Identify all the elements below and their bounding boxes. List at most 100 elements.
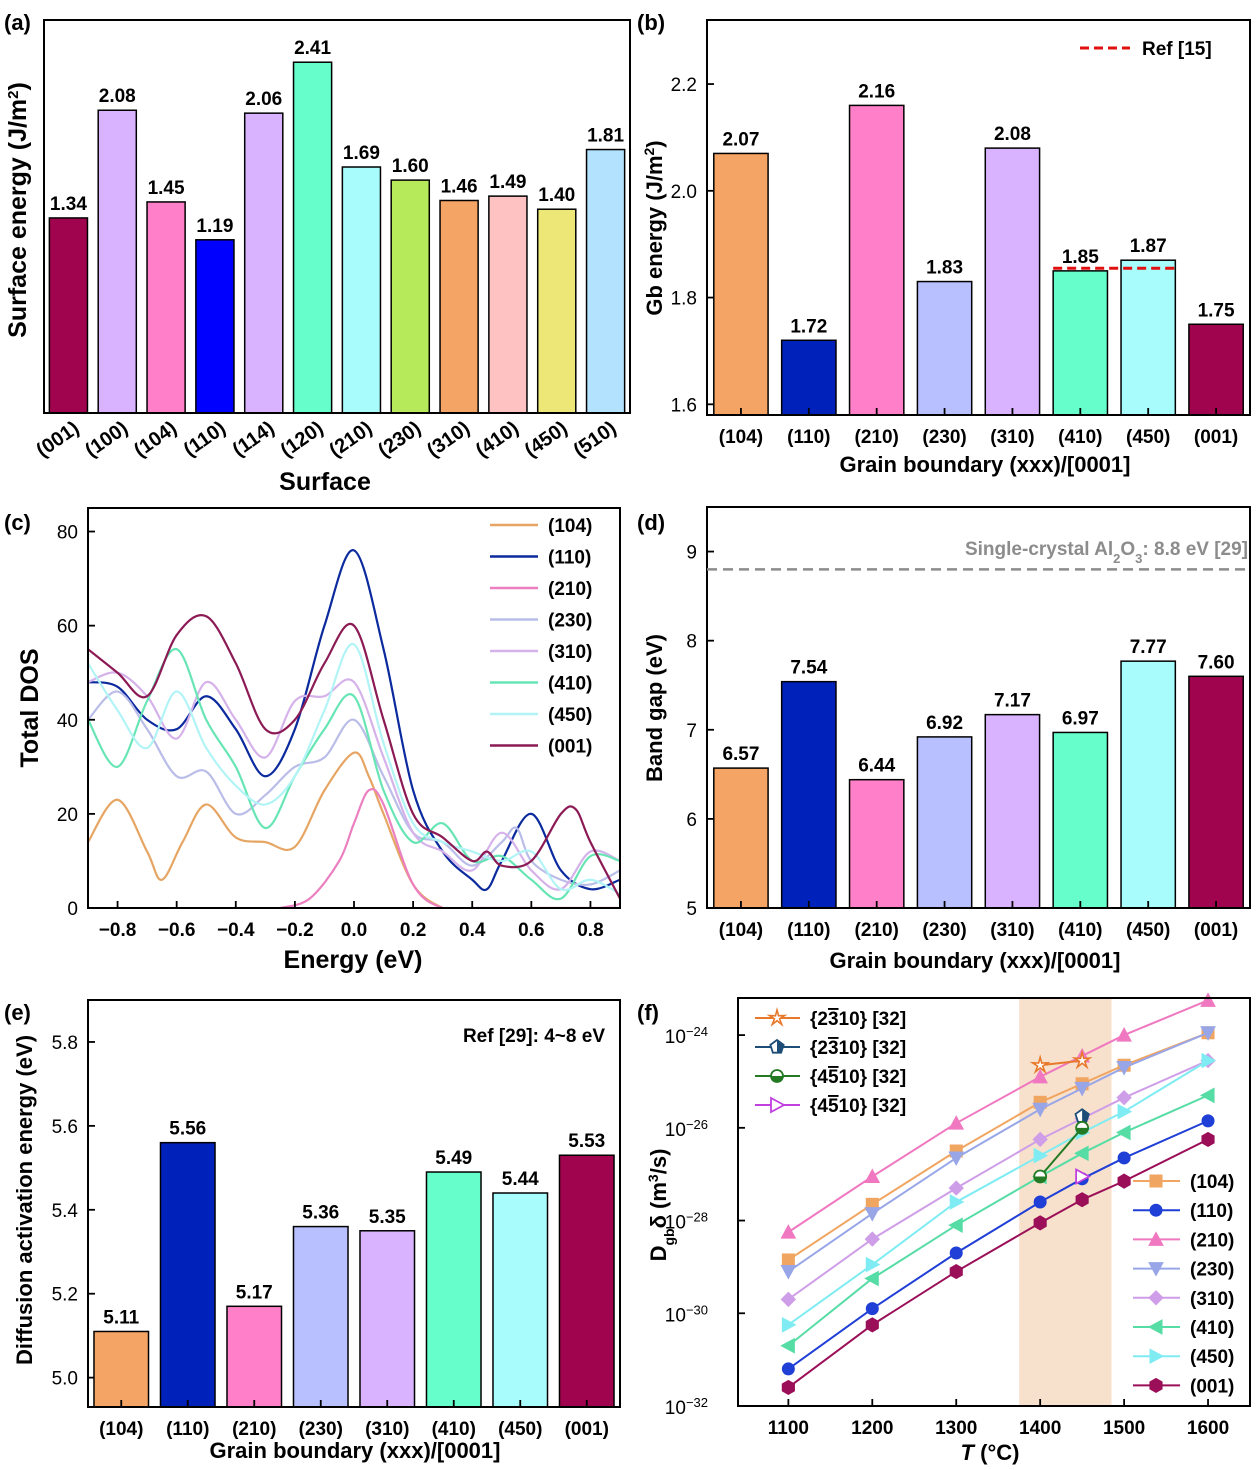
y-tick-label: 10−28 (665, 1209, 708, 1234)
x-axis-title: Energy (eV) (284, 946, 423, 974)
bar-(230) (390, 179, 431, 414)
x-tick-label: (104) (719, 920, 763, 941)
text-part: 3 (828, 1038, 839, 1059)
y-tick-label: 10−26 (665, 1116, 708, 1141)
bar-value-label: 1.19 (196, 216, 233, 237)
legend-label: {4510} [32] (810, 1067, 906, 1088)
text-part: 10 (665, 1213, 686, 1234)
plot-frame (706, 506, 1251, 909)
y-tick-label: 10−32 (665, 1395, 708, 1420)
y-tick-label: 2.0 (671, 182, 697, 203)
reference-point-fill (1082, 1109, 1090, 1123)
bar-(410) (488, 195, 528, 414)
data-point-(210) (864, 1168, 881, 1183)
data-point-(230) (780, 1265, 797, 1280)
y-axis-title: Dgbδ (m3/s) (645, 1149, 677, 1262)
data-point-(410) (1074, 1145, 1089, 1162)
x-tick-label: (001) (565, 1419, 609, 1440)
bar-value-label: 1.40 (538, 185, 575, 206)
bar-(210) (226, 1305, 283, 1408)
data-point-(001) (1117, 1173, 1131, 1189)
dos-curve-(210) (279, 787, 620, 908)
y-tick-label: 6 (686, 810, 697, 831)
bar-(510) (585, 148, 626, 414)
bar-(410) (425, 1171, 482, 1408)
x-tick-label: (230) (922, 427, 966, 448)
bar-(230) (916, 280, 973, 416)
text-part: Surface energy (J/m (4, 99, 32, 338)
legend-marker (766, 1006, 788, 1027)
x-tick-label: (104) (719, 427, 763, 448)
bar-(110) (195, 239, 235, 414)
dos-curve-(104) (88, 751, 458, 908)
bar-(110) (159, 1141, 216, 1408)
bar-(120) (292, 61, 333, 414)
text-part: 10 (665, 1027, 686, 1048)
legend-marker-(104) (1149, 1174, 1163, 1188)
data-point-(210) (1200, 992, 1216, 1007)
data-point-(450) (1117, 1103, 1133, 1120)
legend-label: (210) (1190, 1230, 1234, 1251)
bar-value-label: 1.69 (343, 143, 380, 164)
bar-(410) (1052, 731, 1109, 909)
data-point-(450) (865, 1256, 881, 1273)
x-tick-label: 1300 (935, 1418, 977, 1439)
bar-value-label: 1.72 (790, 316, 827, 337)
x-tick-label: (450) (1126, 427, 1170, 448)
text-part: 2 (1113, 551, 1120, 566)
bar-(210) (848, 104, 905, 416)
bar-(210) (341, 166, 382, 414)
y-axis-title: Gb energy (J/m2) (641, 140, 667, 315)
x-tick-label: (410) (1058, 920, 1102, 941)
x-tick-label: (104) (99, 1419, 143, 1440)
x-tick-label: (310) (990, 920, 1034, 941)
bar-value-label: 2.41 (294, 38, 331, 59)
data-point-(001) (1201, 1131, 1215, 1147)
x-tick-label: (310) (990, 427, 1034, 448)
y-tick-label: 1.6 (671, 395, 697, 416)
dos-curve-(450) (88, 643, 620, 895)
x-tick-label: 0.6 (518, 920, 544, 941)
legend-label: {4510} [32] (810, 1096, 906, 1117)
x-axis-title: T (°C) (961, 1440, 1020, 1465)
bar-(104) (146, 201, 186, 414)
bar-value-label: 5.35 (369, 1207, 406, 1228)
text-part: 10} [32] (839, 1067, 907, 1088)
data-point-(450) (1201, 1052, 1217, 1069)
legend-marker-(410) (1147, 1319, 1163, 1335)
x-tick-label: (310) (423, 417, 474, 462)
data-point-(210) (1116, 1027, 1132, 1042)
bar-(310) (359, 1230, 416, 1408)
x-tick-label: (210) (232, 1419, 276, 1440)
bar-(450) (492, 1192, 549, 1408)
x-tick-label: (230) (299, 1419, 343, 1440)
legend-label: (450) (548, 705, 592, 726)
legend-label: (001) (548, 737, 592, 758)
bar-value-label: 5.44 (502, 1169, 539, 1190)
bar-(100) (97, 109, 138, 414)
text-part: −28 (686, 1209, 708, 1224)
bar-(310) (984, 147, 1041, 416)
text-part: ) (642, 140, 667, 147)
legend-marker-(310) (1148, 1290, 1164, 1306)
legend-ref-label: Ref [15] (1142, 39, 1212, 60)
reference-label: Single-crystal Al2O3: 8.8 eV [29] (965, 539, 1248, 566)
legend-label: (001) (1190, 1376, 1234, 1397)
x-tick-label: (510) (570, 417, 621, 462)
dos-curve-(410) (88, 648, 620, 901)
legend-marker-fill (771, 1076, 783, 1082)
bar-(310) (439, 199, 479, 414)
bar-value-label: 1.45 (148, 178, 185, 199)
data-point-(310) (780, 1291, 797, 1308)
y-tick-label: 80 (57, 523, 78, 544)
text-part: 10 (665, 1120, 686, 1141)
x-tick-label: 1400 (1019, 1418, 1061, 1439)
data-point-(001) (781, 1379, 795, 1396)
reference-line (1039, 1127, 1083, 1178)
data-point-(410) (1116, 1124, 1131, 1141)
legend-label: (410) (1190, 1318, 1234, 1339)
bar-(001) (1188, 323, 1244, 416)
text-part: 3 (645, 1174, 661, 1182)
data-point-(001) (1033, 1215, 1047, 1231)
data-point-(001) (949, 1263, 963, 1280)
